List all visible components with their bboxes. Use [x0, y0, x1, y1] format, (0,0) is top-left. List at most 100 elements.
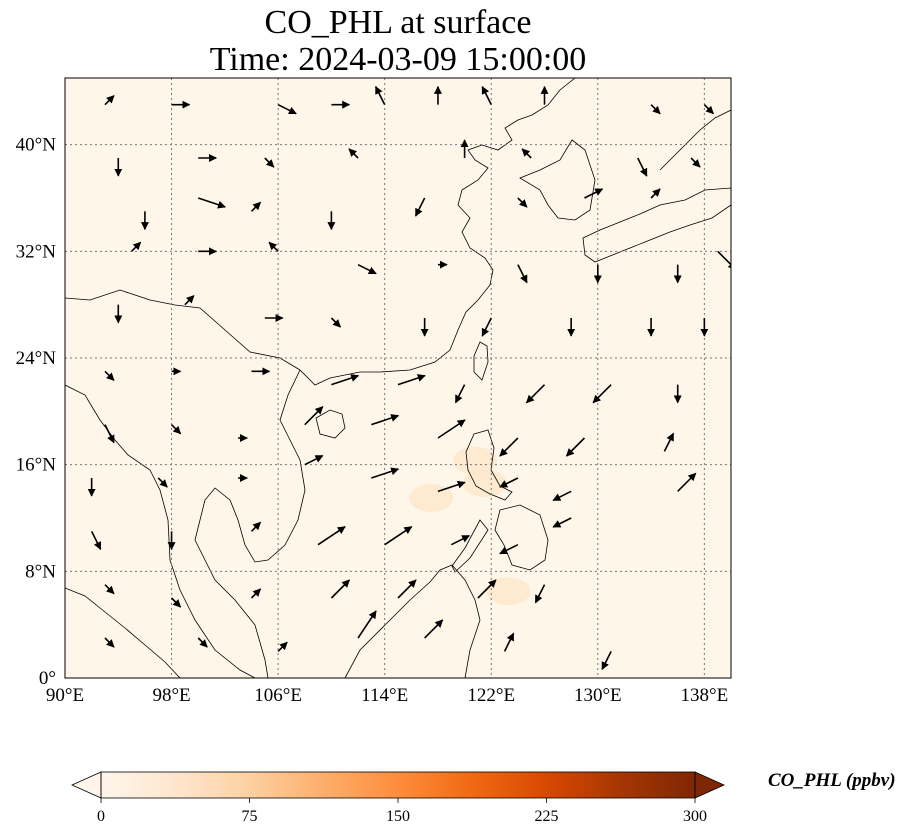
- coastline-japan: [582, 187, 731, 263]
- wind-vector-arrow: [717, 250, 731, 270]
- wind-vector-arrow: [277, 103, 297, 115]
- wind-vector-arrow: [104, 95, 115, 106]
- concentration-hotspots: [409, 446, 531, 606]
- colorbar-tick-label: 150: [386, 808, 410, 825]
- colorbar-max-extension: [694, 771, 725, 799]
- wind-vector-arrow: [384, 526, 413, 546]
- wind-vector-arrow: [481, 317, 492, 337]
- coastline-mainland-asia: [65, 78, 576, 386]
- wind-vectors: [87, 85, 731, 671]
- wind-vector-arrow: [437, 419, 466, 439]
- coastline-korea: [519, 139, 596, 221]
- wind-vector-arrow: [499, 477, 519, 488]
- latitude-tick-label: 16°N: [16, 455, 57, 476]
- map-background: [65, 78, 731, 678]
- colorbar-ticks: 0 75 150 225 300: [97, 798, 707, 825]
- latitude-tick-label: 8°N: [25, 561, 56, 582]
- latitude-tick-label: 40°N: [16, 135, 57, 156]
- wind-vector-arrow: [503, 632, 515, 652]
- wind-vector-arrow: [592, 384, 612, 404]
- wind-vector-arrow: [250, 521, 262, 532]
- wind-vector-arrow: [268, 241, 279, 252]
- wind-vector-arrow: [477, 579, 497, 599]
- map-subtitle-time: Time: 2024-03-09 15:00:00: [209, 41, 587, 78]
- wind-vector-arrow: [499, 543, 519, 555]
- co-hotspot: [409, 484, 454, 512]
- wind-vector-arrow: [371, 467, 400, 479]
- graticule: [65, 78, 731, 678]
- wind-vector-arrow: [521, 148, 532, 159]
- wind-vector-arrow: [397, 374, 426, 386]
- wind-vector-arrow: [552, 490, 572, 502]
- wind-vector-arrow: [703, 104, 714, 115]
- co-hotspot: [453, 446, 498, 475]
- wind-vector-arrow: [584, 188, 604, 199]
- wind-vector-arrow: [317, 526, 346, 546]
- colorbar: 0 75 150 225 300: [71, 771, 725, 825]
- longitude-tick-label: 130°E: [574, 685, 622, 706]
- coastlines: [65, 78, 731, 678]
- colorbar-label: CO_PHL (ppbv): [768, 770, 896, 791]
- wind-vector-arrow: [104, 424, 115, 444]
- wind-vector-arrow: [90, 530, 102, 551]
- wind-vector-arrow: [357, 610, 377, 639]
- colorbar-tick-label: 0: [97, 808, 105, 825]
- latitude-tick-labels: 0° 8°N 16°N 24°N 32°N 40°N: [16, 135, 57, 689]
- wind-vector-arrow: [481, 85, 492, 106]
- coastline-visayas-mindanao: [451, 504, 549, 573]
- wind-vector-arrow: [371, 414, 400, 426]
- wind-vector-arrow: [650, 104, 661, 115]
- wind-vector-arrow: [250, 201, 262, 212]
- coastline-borneo: [344, 564, 481, 678]
- wind-vector-arrow: [397, 579, 417, 599]
- wind-vector-arrow: [330, 317, 341, 328]
- wind-vector-arrow: [517, 264, 528, 284]
- wind-vector-arrow: [104, 637, 115, 648]
- coastline-hainan: [315, 409, 346, 439]
- wind-vector-arrow: [357, 263, 377, 275]
- latitude-tick-label: 32°N: [16, 241, 57, 262]
- wind-vector-arrow: [184, 295, 195, 306]
- longitude-tick-labels: 90°E 98°E 106°E 114°E 122°E 130°E 138°E: [46, 685, 728, 706]
- wind-vector-arrow: [517, 197, 528, 208]
- wind-vector-arrow: [157, 477, 168, 488]
- wind-vector-arrow: [277, 641, 288, 652]
- wind-vector-arrow: [331, 374, 360, 386]
- wind-vector-arrow: [534, 584, 546, 604]
- wind-vector-arrow: [690, 157, 701, 168]
- map-frame: [64, 77, 732, 679]
- wind-vector-arrow: [637, 157, 648, 177]
- wind-vector-arrow: [525, 384, 546, 404]
- longitude-tick-label: 122°E: [467, 685, 515, 706]
- wind-vector-arrow: [304, 406, 324, 426]
- wind-vector-arrow: [304, 454, 324, 466]
- wind-vector-arrow: [104, 584, 115, 595]
- wind-vector-arrow: [499, 437, 519, 457]
- wind-vector-arrow: [104, 370, 115, 381]
- wind-vector-arrow: [131, 241, 142, 252]
- wind-vector-arrow: [663, 432, 675, 452]
- wind-vector-arrow: [348, 148, 359, 159]
- longitude-tick-label: 114°E: [361, 685, 408, 706]
- wind-vector-arrow: [454, 384, 466, 404]
- wind-vector-arrow: [197, 637, 208, 648]
- coastline-indochina: [194, 369, 306, 678]
- wind-vector-arrow: [552, 517, 572, 528]
- wind-vector-arrow: [250, 588, 262, 599]
- colorbar-min-extension: [71, 771, 102, 799]
- colorbar-tick-label: 300: [683, 808, 707, 825]
- latitude-tick-label: 24°N: [16, 348, 57, 369]
- wind-vector-arrow: [197, 197, 226, 209]
- colorbar-tick-label: 75: [242, 808, 258, 825]
- coastline-taiwan: [473, 341, 489, 381]
- wind-vector-arrow: [414, 197, 426, 217]
- wind-vector-arrow: [450, 534, 470, 546]
- longitude-tick-label: 138°E: [681, 685, 729, 706]
- coastline-sumatra: [65, 587, 181, 678]
- wind-vector-arrow: [677, 472, 697, 492]
- wind-vector-arrow: [264, 157, 275, 168]
- wind-vector-arrow: [601, 650, 612, 671]
- wind-vector-arrow: [170, 424, 182, 435]
- colorbar-gradient: [101, 772, 695, 798]
